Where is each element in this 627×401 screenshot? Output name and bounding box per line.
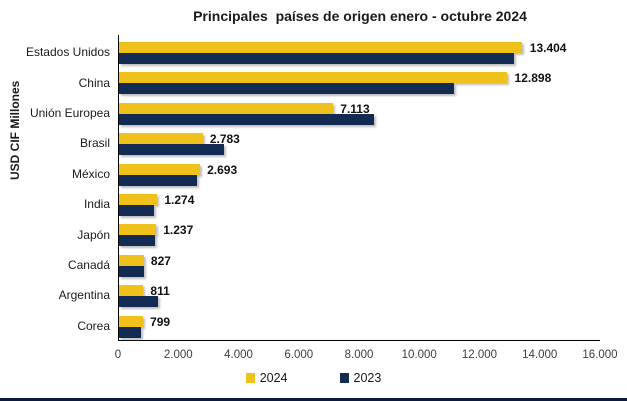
value-label-row-0: 13.404	[529, 41, 567, 55]
bar-2024-row-0	[119, 42, 522, 53]
legend-swatch-icon	[245, 373, 255, 383]
bar-2024-row-1	[119, 72, 507, 84]
bar-2024-row-2	[119, 102, 333, 114]
category-label-row-2: Unión Europea	[29, 105, 110, 120]
bar-2024-row-7	[119, 254, 144, 266]
value-label-row-4: 2.693	[207, 162, 238, 177]
legend-label: 2023	[353, 371, 382, 385]
x-tick-1: 2.000	[163, 349, 193, 361]
x-tick-8: 16.000	[582, 349, 618, 361]
bar-2023-row-1	[119, 83, 455, 95]
x-tick-6: 12.000	[461, 349, 498, 361]
category-label-row-8: Argentina	[58, 288, 110, 303]
bar-2023-row-8	[119, 296, 159, 308]
value-label-row-7: 827	[150, 253, 171, 268]
x-tick-5: 10.000	[401, 349, 437, 361]
bar-2023-row-5	[119, 205, 154, 216]
legend-swatch-icon	[339, 373, 349, 383]
category-label-row-9: Corea	[77, 318, 110, 333]
x-tick-2: 4.000	[224, 349, 253, 361]
bar-2024-row-8	[119, 285, 144, 297]
x-tick-3: 6.000	[284, 349, 314, 361]
legend-item-2023: 2023	[339, 371, 382, 385]
bar-2024-row-6	[119, 224, 157, 236]
bar-2024-row-4	[119, 163, 200, 175]
x-tick-0: 0	[114, 349, 122, 361]
plot-area	[118, 35, 600, 341]
value-label-row-2: 7.113	[340, 101, 370, 116]
category-label-row-6: Japón	[77, 227, 110, 242]
category-label-row-5: India	[83, 197, 110, 212]
category-label-row-7: Canadá	[67, 257, 110, 272]
value-label-row-1: 12.898	[514, 71, 552, 86]
legend-label: 2024	[259, 371, 288, 385]
bar-2023-row-4	[119, 174, 197, 186]
category-label-row-3: Brasil	[79, 136, 110, 151]
value-label-row-8: 811	[150, 284, 170, 299]
bar-2023-row-9	[119, 326, 142, 338]
value-label-row-5: 1.274	[164, 193, 195, 207]
bar-2023-row-2	[119, 113, 375, 125]
bar-2023-row-7	[119, 265, 144, 277]
bar-2024-row-3	[119, 133, 203, 145]
category-label-row-1: China	[78, 75, 110, 90]
value-label-row-9: 799	[150, 314, 171, 329]
bar-2024-row-9	[119, 315, 144, 327]
x-tick-4: 8.000	[344, 349, 374, 361]
bar-2024-row-5	[119, 194, 158, 205]
category-label-row-0: Estados Unidos	[25, 45, 110, 60]
legend-item-2024: 2024	[245, 371, 288, 385]
legend: 2024 2023	[0, 371, 627, 385]
bar-2023-row-0	[119, 53, 515, 64]
bar-2023-row-3	[119, 144, 224, 156]
chart-title: Principales países de origen enero - oct…	[193, 8, 527, 24]
x-tick-7: 14.000	[522, 349, 558, 361]
value-label-row-3: 2.783	[209, 132, 240, 147]
bar-2023-row-6	[119, 235, 156, 247]
value-label-row-6: 1.237	[163, 223, 194, 238]
category-label-row-4: México	[71, 166, 110, 181]
